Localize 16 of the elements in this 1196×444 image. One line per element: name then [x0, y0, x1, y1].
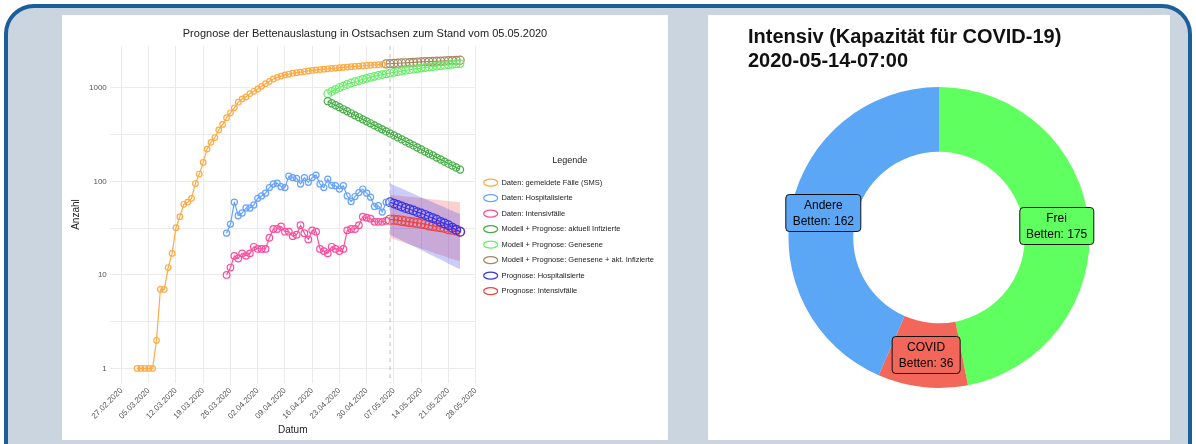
data-label: Betten: 162: [792, 213, 855, 230]
data-label: Betten: 175: [1025, 226, 1088, 243]
legend-title: Legende: [552, 155, 588, 166]
chart-subtitle: 2020-05-14-07:00: [748, 48, 909, 71]
y-tick-label: 100: [93, 176, 108, 186]
y-tick-label: 1: [102, 363, 108, 373]
chart-title: Intensiv (Kapazität für COVID-19): [748, 24, 1062, 47]
y-axis-title: Anzahl: [69, 199, 81, 230]
data-label: Betten: 36: [898, 354, 954, 371]
slice-label: Frei: [1045, 210, 1068, 227]
chart-title: Prognose der Bettenauslastung in Ostsachsen zum Stand vom 05.05.2020: [182, 26, 548, 39]
y-tick-label: 10: [97, 270, 108, 280]
y-tick-label: 1000: [89, 83, 108, 93]
slice-label: Andere: [803, 197, 844, 214]
x-axis-title: Datum: [278, 423, 308, 435]
slice-label: COVID: [906, 338, 947, 355]
